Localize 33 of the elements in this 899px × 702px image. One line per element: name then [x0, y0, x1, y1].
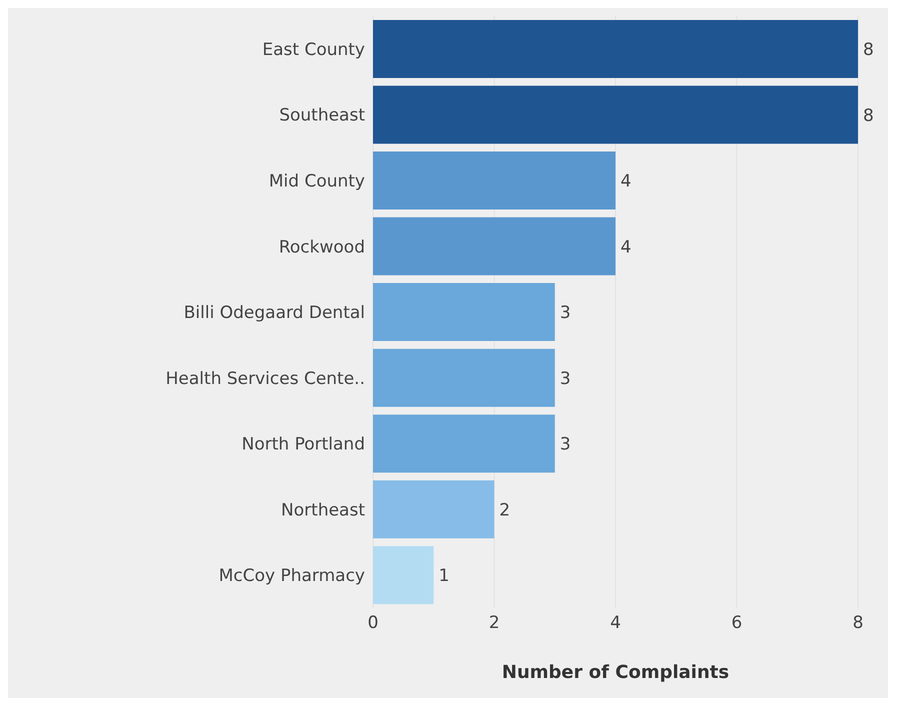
bar [373, 348, 555, 407]
x-tick-label: 4 [610, 613, 621, 634]
x-tick-label: 0 [368, 613, 378, 634]
y-tick-label: Health Services Cente.. [166, 368, 365, 389]
bar [373, 283, 555, 342]
data-label: 3 [560, 368, 571, 389]
data-label: 2 [499, 500, 510, 520]
data-label: 4 [620, 237, 632, 258]
data-label: 1 [438, 566, 450, 586]
data-label: 3 [560, 434, 571, 455]
data-label: 8 [863, 40, 874, 60]
bar [373, 414, 555, 473]
data-label: 8 [863, 106, 874, 126]
x-axis-title: Number of Complaints [502, 662, 730, 683]
x-tick-label: 2 [488, 613, 500, 634]
bar [373, 20, 858, 78]
bar [373, 217, 616, 276]
bar [373, 86, 858, 144]
bar [373, 546, 434, 604]
data-label: 4 [620, 172, 632, 192]
data-label: 3 [560, 303, 571, 324]
x-tick-label: 6 [731, 613, 742, 634]
bar [373, 152, 616, 210]
y-tick-label: North Portland [242, 434, 365, 455]
y-tick-label: Southeast [279, 106, 366, 126]
y-tick-label: East County [262, 40, 365, 60]
bar [373, 480, 494, 538]
y-tick-label: McCoy Pharmacy [218, 566, 365, 586]
y-tick-label: Mid County [268, 171, 365, 192]
x-tick-label: 8 [852, 613, 864, 634]
y-tick-label: Rockwood [278, 237, 365, 258]
y-tick-label: Billi Odegaard Dental [184, 303, 365, 324]
y-tick-label: Northeast [281, 500, 366, 520]
